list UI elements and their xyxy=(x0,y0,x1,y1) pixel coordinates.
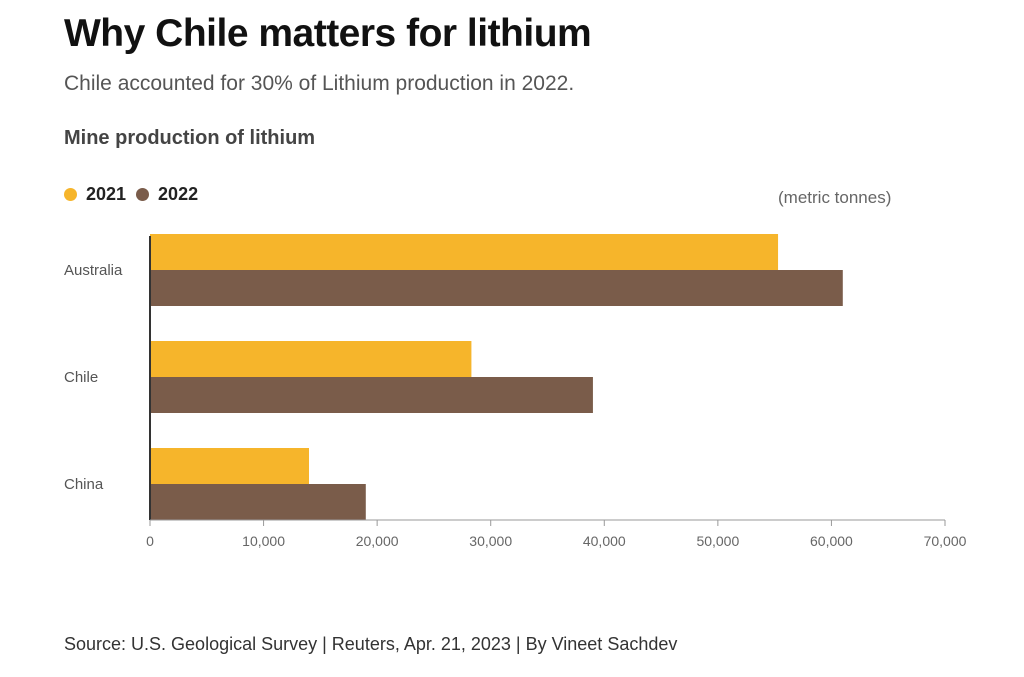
category-label-australia: Australia xyxy=(64,262,123,279)
bar-chile-2022 xyxy=(150,377,593,413)
source-note: Source: U.S. Geological Survey | Reuters… xyxy=(64,634,678,654)
bar-china-2021 xyxy=(150,448,309,484)
x-tick-label: 0 xyxy=(146,533,154,549)
x-tick-label: 60,000 xyxy=(810,533,853,549)
x-tick-label: 30,000 xyxy=(469,533,512,549)
bar-chart: Australia Chile China 0 10,000 20,000 30,000 40… xyxy=(64,234,967,549)
x-tick-label: 10,000 xyxy=(242,533,285,549)
legend-item-2021: 2021 xyxy=(64,184,126,205)
x-tick-label: 50,000 xyxy=(696,533,739,549)
legend-swatch-2022 xyxy=(136,188,150,201)
category-label-chile: Chile xyxy=(64,369,98,386)
legend-swatch-2021 xyxy=(64,188,77,201)
unit-label: (metric tonnes) xyxy=(778,188,892,207)
bar-australia-2021 xyxy=(150,234,779,270)
bar-australia-2022 xyxy=(150,270,843,306)
x-tick-label: 20,000 xyxy=(356,533,399,549)
legend-label-2021: 2021 xyxy=(86,184,127,204)
legend-item-2022: 2022 xyxy=(136,184,198,205)
category-label-china: China xyxy=(64,476,104,493)
legend-label-2022: 2022 xyxy=(158,184,199,204)
bar-china-2022 xyxy=(150,484,366,520)
bar-chile-2021 xyxy=(150,341,472,377)
x-tick-label: 40,000 xyxy=(583,533,626,549)
chart-title: Why Chile matters for lithium xyxy=(64,12,592,55)
chart-subtitle: Chile accounted for 30% of Lithium produ… xyxy=(64,72,575,95)
legend: 2021 2022 xyxy=(64,184,208,205)
x-tick-label: 70,000 xyxy=(924,533,967,549)
chart-heading: Mine production of lithium xyxy=(64,127,316,149)
